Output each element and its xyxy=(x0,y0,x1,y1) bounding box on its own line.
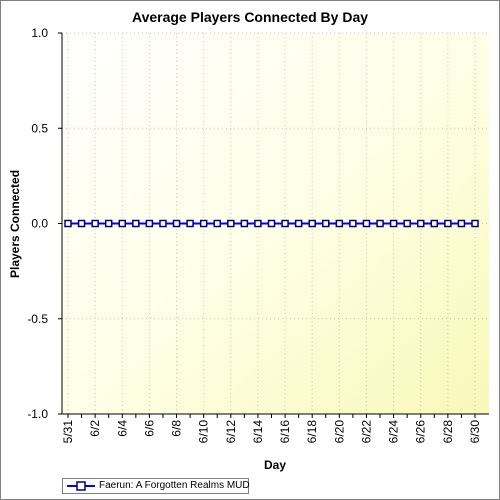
data-point xyxy=(308,219,316,228)
data-point xyxy=(240,219,249,228)
data-point xyxy=(389,219,398,228)
data-point xyxy=(254,219,262,228)
x-tick-label: 6/10 xyxy=(197,420,211,444)
x-tick-label: 6/22 xyxy=(359,420,373,444)
x-tick-labels: 5/31 6/2 6/4 6/6 6/8 6/10 6/12 6/14 6/16 6/18 6/20… xyxy=(61,420,482,444)
y-axis-label: Players Connected xyxy=(8,170,22,278)
data-point xyxy=(457,219,466,228)
x-axis-label: Day xyxy=(264,458,286,472)
x-tick-label: 6/8 xyxy=(170,420,184,437)
x-tick-label: 6/4 xyxy=(115,420,129,437)
x-tick-label: 5/31 xyxy=(61,420,75,444)
data-point xyxy=(403,219,411,228)
data-point xyxy=(376,219,384,228)
data-point xyxy=(145,219,154,228)
x-tick-label: 6/28 xyxy=(441,420,455,444)
data-point xyxy=(118,219,127,228)
data-point xyxy=(471,219,479,228)
y-tick-label: 1.0 xyxy=(31,26,48,40)
x-tick-label: 6/6 xyxy=(142,420,156,437)
data-point xyxy=(335,219,344,228)
data-point xyxy=(172,219,181,228)
y-tick-label: 0.5 xyxy=(31,121,48,135)
x-tick-label: 6/16 xyxy=(278,420,292,444)
data-point xyxy=(77,219,86,228)
data-point xyxy=(199,219,208,228)
data-point xyxy=(322,219,330,228)
data-point xyxy=(444,219,452,228)
y-tick-labels: 1.0 0.5 0.0 -0.5 -1.0 xyxy=(27,26,48,421)
x-tick-label: 6/18 xyxy=(305,420,319,444)
legend-entry-label: Faerun: A Forgotten Realms MUD xyxy=(99,480,250,491)
axes xyxy=(58,32,489,418)
x-tick-label: 6/20 xyxy=(332,420,346,444)
data-point xyxy=(186,219,194,228)
data-point xyxy=(132,219,140,228)
data-point xyxy=(91,219,99,228)
data-point xyxy=(294,219,303,228)
data-point xyxy=(159,219,167,228)
y-tick-label: 0.0 xyxy=(31,217,48,231)
data-point xyxy=(430,219,439,228)
data-point xyxy=(349,219,357,228)
data-point xyxy=(213,219,221,228)
legend-swatch xyxy=(67,481,95,491)
x-tick-label: 6/2 xyxy=(88,420,102,437)
x-tick-label: 6/30 xyxy=(468,420,482,444)
y-tick-label: -0.5 xyxy=(27,312,48,326)
chart-title: Average Players Connected By Day xyxy=(131,9,369,25)
data-point xyxy=(267,219,276,228)
x-tick-label: 6/24 xyxy=(387,420,401,444)
series-group xyxy=(64,219,479,228)
data-point xyxy=(362,219,371,228)
legend: Faerun: A Forgotten Realms MUD xyxy=(62,478,250,494)
data-point xyxy=(104,219,113,228)
x-tick-label: 6/26 xyxy=(414,420,428,444)
data-point xyxy=(64,219,72,228)
x-tick-label: 6/12 xyxy=(224,420,238,444)
data-point xyxy=(416,219,425,228)
data-point xyxy=(281,219,289,228)
data-point xyxy=(227,219,235,228)
x-tick-label: 6/14 xyxy=(251,420,265,444)
y-tick-label: -1.0 xyxy=(27,407,48,421)
